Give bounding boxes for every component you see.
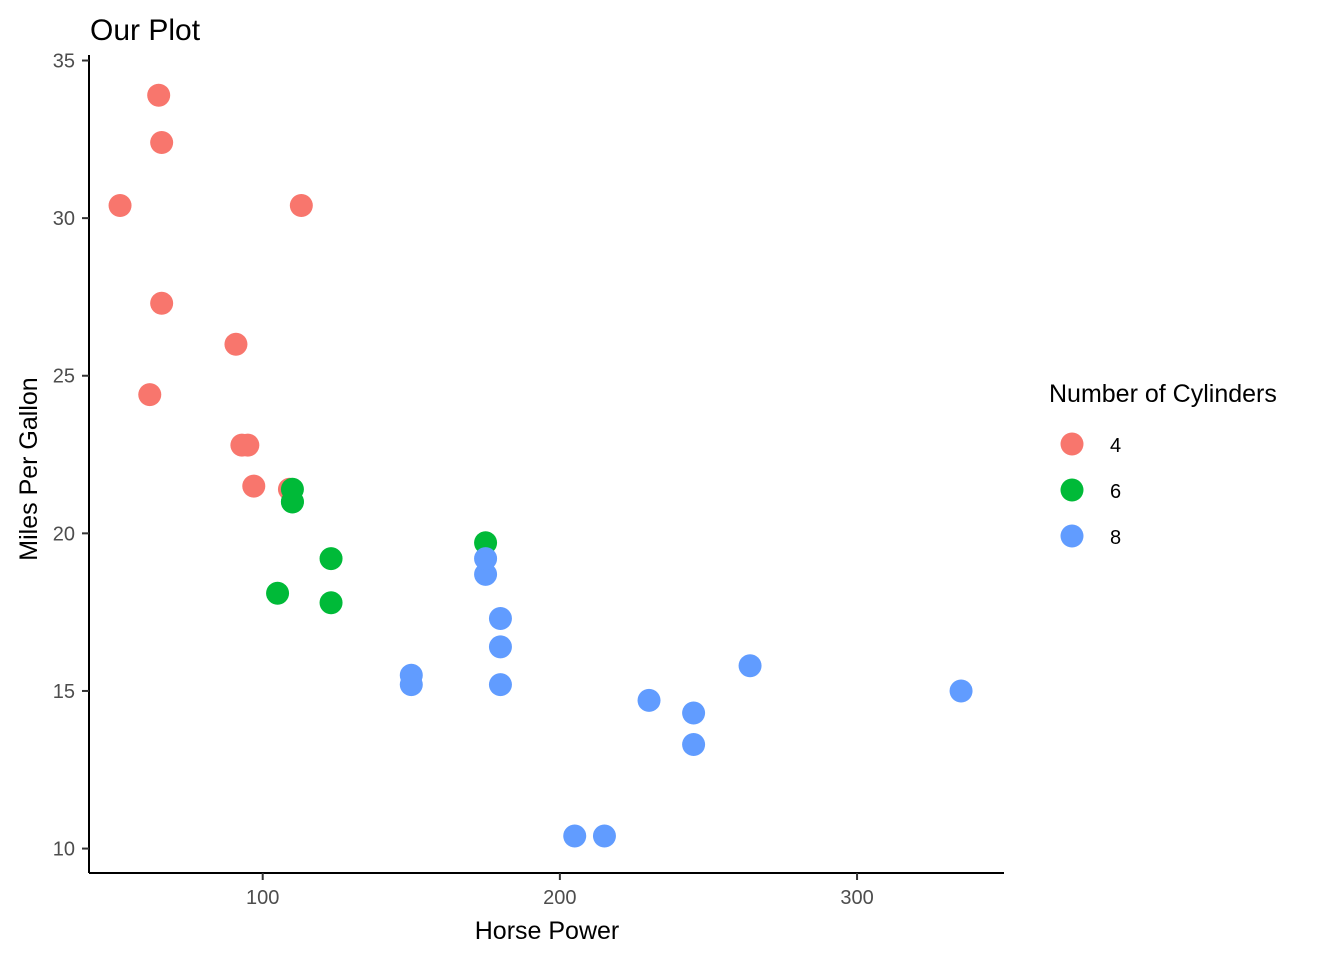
- y-axis-ticks: 10 15 20 25 30 35: [53, 51, 89, 861]
- legend: Number of Cylinders 4 6 8: [1049, 380, 1277, 549]
- data-point-cyl-4: [147, 83, 171, 107]
- data-point-cyl-6: [266, 581, 290, 605]
- data-point-cyl-6: [474, 531, 498, 555]
- legend-key-cyl-8: [1060, 524, 1084, 548]
- data-point-cyl-8: [399, 673, 423, 697]
- y-axis-title: Miles Per Gallon: [15, 377, 43, 560]
- data-point-cyl-6: [280, 477, 304, 501]
- legend-label: 8: [1110, 527, 1121, 549]
- y-tick-label: 15: [53, 681, 75, 703]
- legend-key-cyl-6: [1060, 478, 1084, 502]
- data-point-cyl-4: [108, 194, 132, 218]
- data-point-cyl-8: [592, 824, 616, 848]
- legend-label: 4: [1110, 435, 1121, 457]
- data-point-cyl-6: [319, 547, 343, 571]
- legend-key-cyl-4: [1060, 432, 1084, 456]
- data-point-cyl-8: [488, 635, 512, 659]
- data-point-cyl-8: [682, 701, 706, 725]
- legend-label: 6: [1110, 481, 1121, 503]
- x-axis-ticks: 100 200 300: [246, 873, 874, 909]
- data-point-cyl-8: [637, 688, 661, 712]
- y-tick-label: 35: [53, 51, 75, 73]
- y-tick-label: 10: [53, 839, 75, 861]
- x-tick-label: 300: [840, 887, 873, 909]
- y-tick-label: 20: [53, 523, 75, 545]
- y-tick-label: 25: [53, 366, 75, 388]
- data-point-cyl-4: [150, 291, 174, 315]
- data-point-cyl-8: [488, 673, 512, 697]
- data-point-cyl-4: [224, 332, 248, 356]
- data-point-cyl-8: [563, 824, 587, 848]
- legend-title: Number of Cylinders: [1049, 380, 1277, 408]
- data-point-cyl-4: [242, 474, 266, 498]
- data-point-cyl-4: [289, 194, 313, 218]
- data-point-cyl-8: [474, 547, 498, 571]
- data-point-cyl-8: [949, 679, 973, 703]
- data-point-cyl-4: [236, 433, 260, 457]
- legend-items: 4 6 8: [1060, 432, 1121, 549]
- data-point-cyl-8: [738, 654, 762, 678]
- data-point-cyl-6: [319, 591, 343, 615]
- y-tick-label: 30: [53, 208, 75, 230]
- points-layer: [108, 83, 973, 848]
- x-tick-label: 200: [543, 887, 576, 909]
- data-point-cyl-8: [682, 733, 706, 757]
- data-point-cyl-8: [474, 562, 498, 586]
- x-axis-title: Horse Power: [475, 917, 620, 945]
- chart-title: Our Plot: [90, 14, 201, 47]
- x-tick-label: 100: [246, 887, 279, 909]
- data-point-cyl-4: [138, 383, 162, 407]
- data-point-cyl-8: [488, 606, 512, 630]
- data-point-cyl-4: [150, 130, 174, 154]
